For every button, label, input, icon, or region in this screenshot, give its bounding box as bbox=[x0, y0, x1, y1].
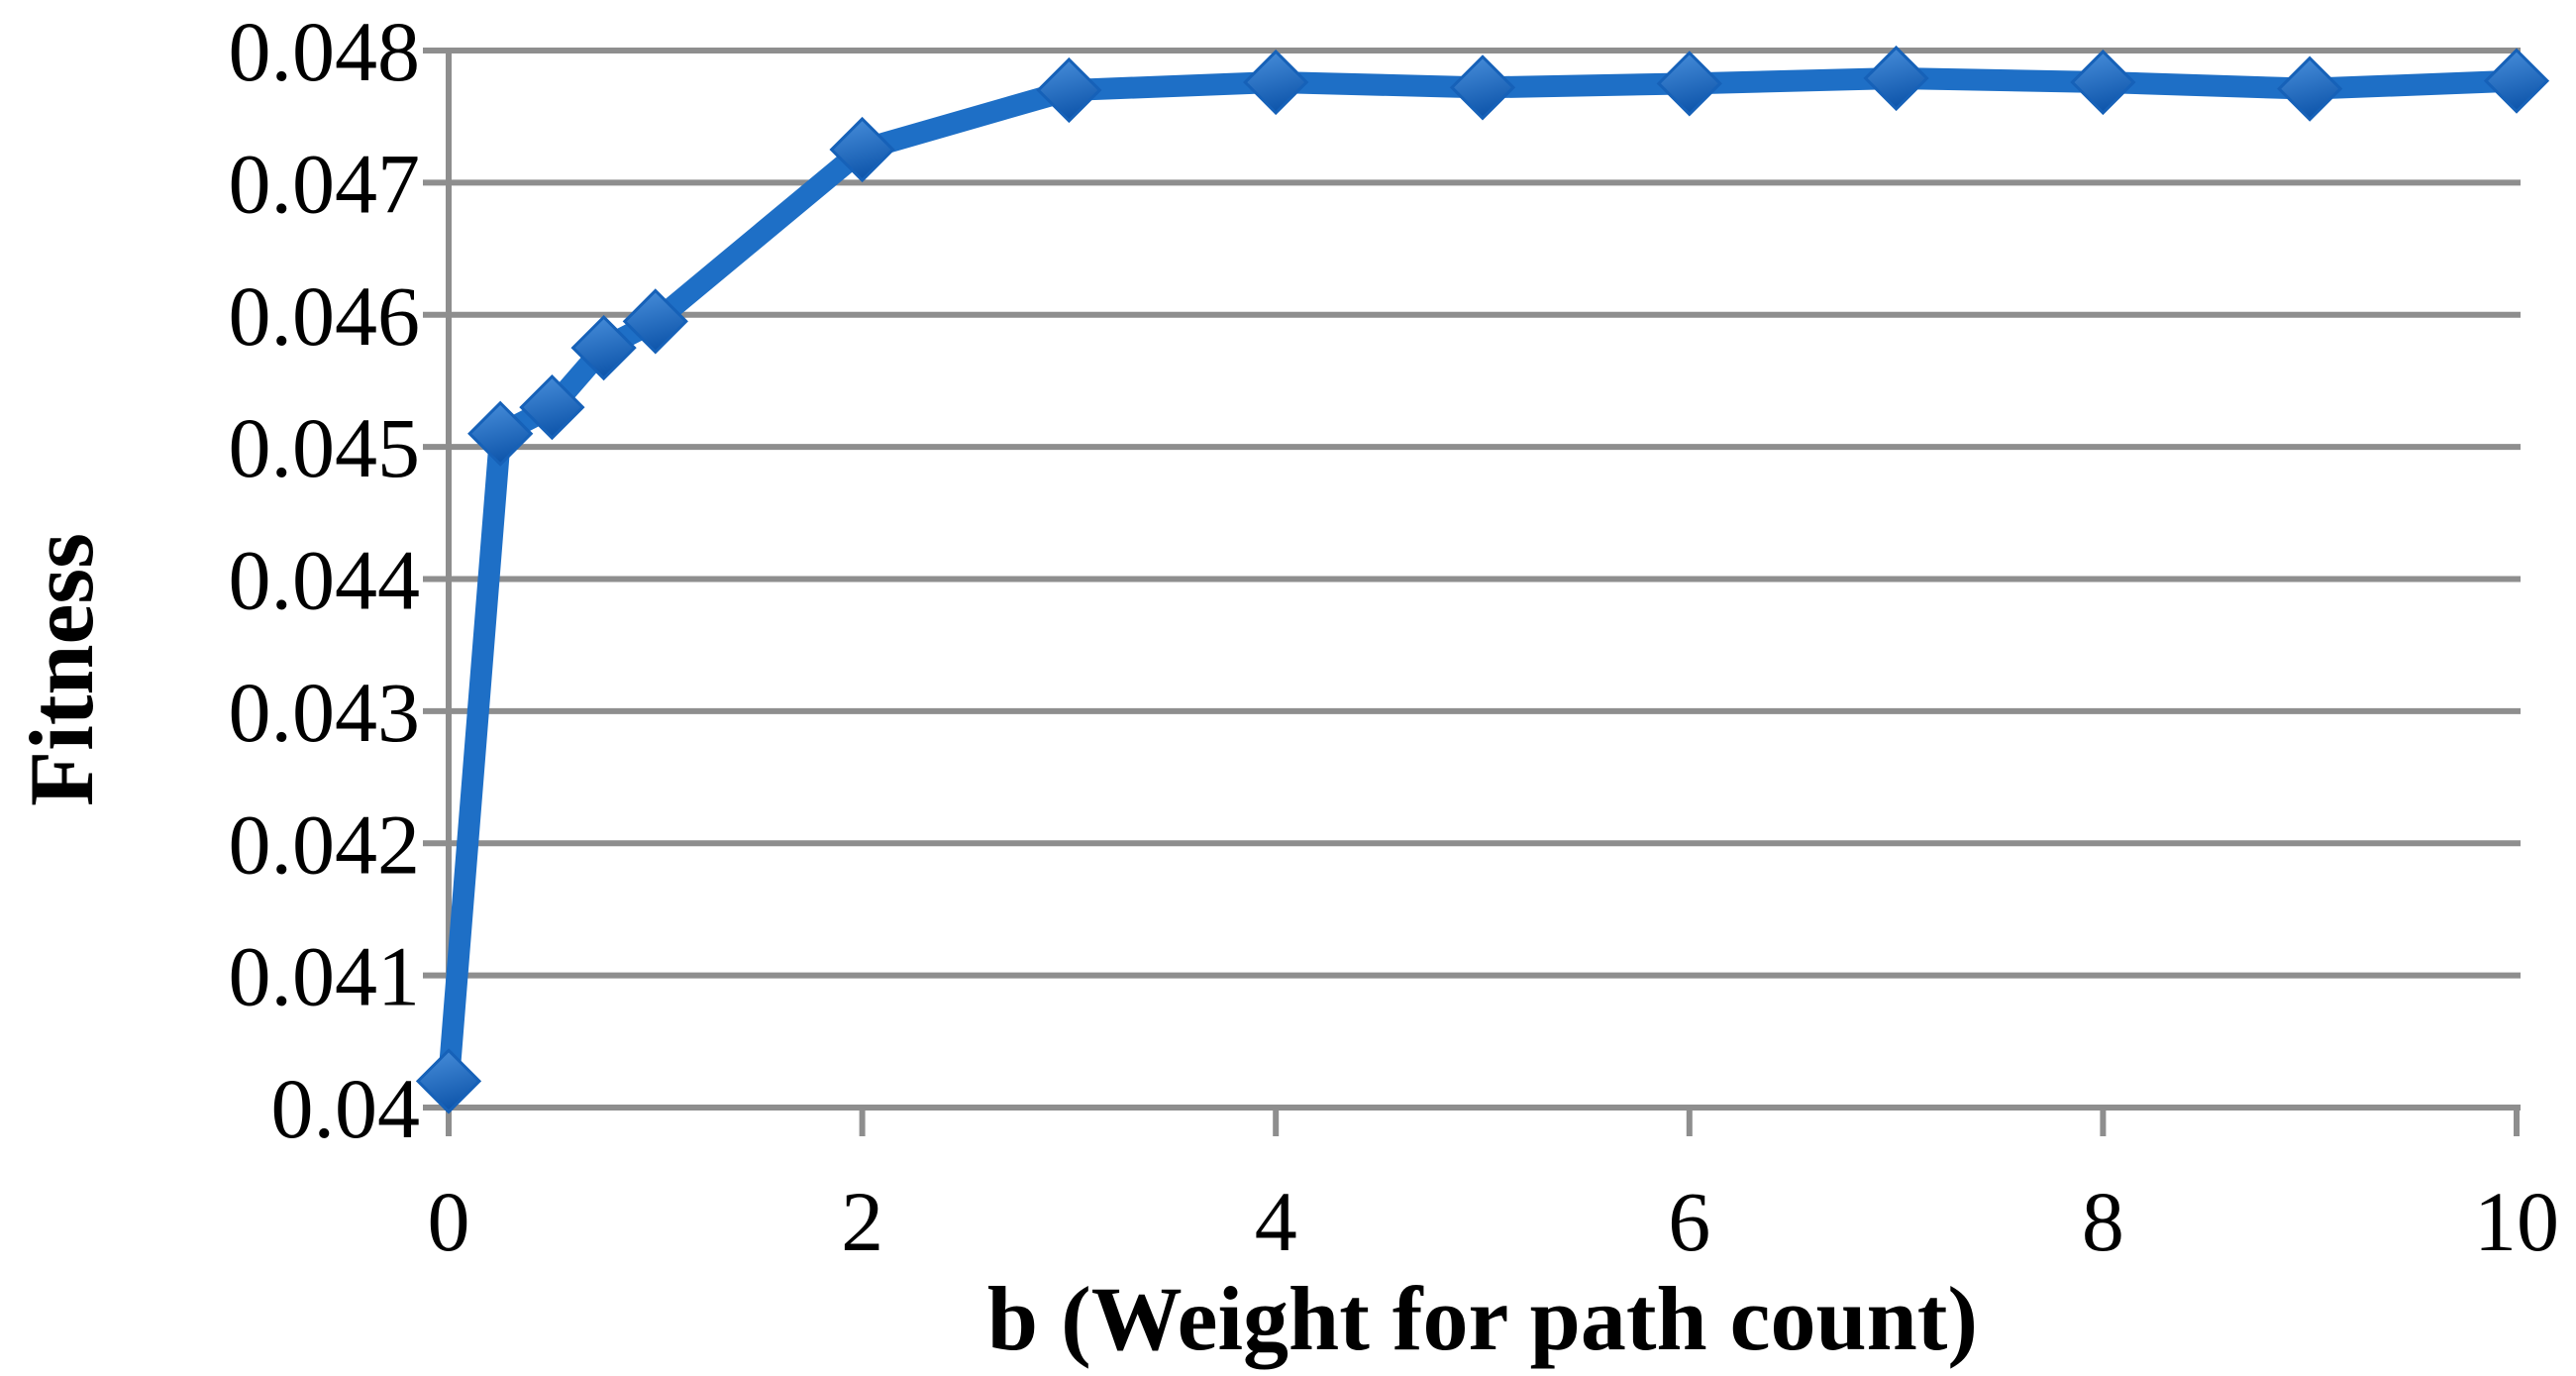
data-point-marker bbox=[415, 1048, 482, 1114]
data-point-marker bbox=[2483, 48, 2550, 114]
data-point-marker bbox=[1863, 45, 1929, 112]
x-tick-label: 10 bbox=[2474, 1174, 2559, 1269]
data-point-marker bbox=[622, 288, 688, 355]
data-point-marker bbox=[1243, 49, 1309, 116]
x-axis-title: b (Weight for path count) bbox=[986, 1268, 1979, 1369]
y-tick-label: 0.044 bbox=[229, 533, 421, 628]
y-tick-label: 0.042 bbox=[229, 796, 421, 892]
y-tick-label: 0.04 bbox=[271, 1061, 421, 1156]
y-tick-label: 0.041 bbox=[229, 929, 421, 1024]
data-point-marker bbox=[2277, 55, 2343, 122]
x-tick-label: 6 bbox=[1668, 1174, 1710, 1269]
y-tick-label: 0.048 bbox=[229, 4, 421, 99]
data-point-marker bbox=[2070, 49, 2136, 116]
data-point-marker bbox=[570, 314, 637, 381]
y-axis-title: Fitness bbox=[11, 533, 112, 806]
data-point-marker bbox=[1036, 56, 1102, 124]
data-point-marker bbox=[1449, 54, 1516, 121]
y-tick-label: 0.047 bbox=[229, 136, 421, 231]
data-point-marker bbox=[829, 116, 895, 183]
data-point-marker bbox=[1656, 51, 1722, 117]
x-tick-label: 8 bbox=[2082, 1174, 2124, 1269]
x-tick-label: 0 bbox=[428, 1174, 470, 1269]
x-tick-label: 4 bbox=[1255, 1174, 1297, 1269]
y-tick-label: 0.046 bbox=[229, 268, 421, 364]
data-point-marker bbox=[467, 400, 534, 467]
data-point-marker bbox=[519, 373, 585, 441]
y-tick-label: 0.045 bbox=[229, 400, 421, 495]
y-tick-label: 0.043 bbox=[229, 665, 421, 760]
x-tick-label: 2 bbox=[841, 1174, 883, 1269]
